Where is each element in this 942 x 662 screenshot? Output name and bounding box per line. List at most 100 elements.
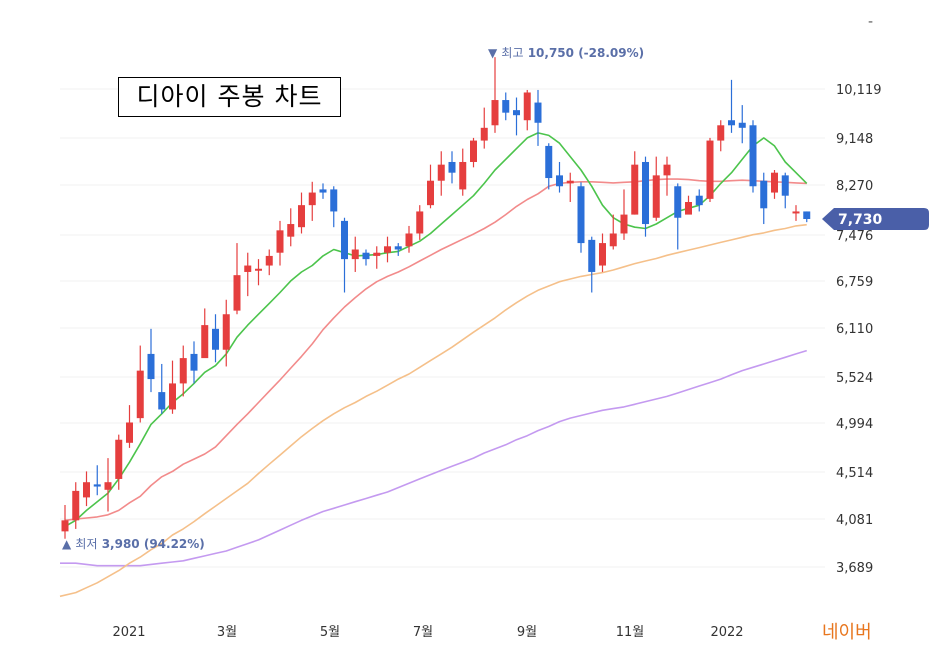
candle-body <box>685 202 692 215</box>
candle <box>158 363 166 414</box>
candle <box>803 211 811 223</box>
candle <box>717 120 725 152</box>
y-axis: 3,689 4,081 4,514 4,994 5,524 6,110 6,759 7,476… <box>836 83 882 576</box>
candle <box>373 246 381 269</box>
candle <box>437 151 445 196</box>
candle <box>72 482 80 529</box>
chart-title: 디아이 주봉 차트 <box>118 77 341 117</box>
low-label: 최저 <box>75 537 97 551</box>
candle <box>620 189 628 240</box>
candle-body <box>642 161 649 225</box>
candle <box>298 192 305 234</box>
candle-body <box>599 243 606 266</box>
candle <box>663 156 671 196</box>
candle-body <box>609 233 617 247</box>
candle-body <box>147 353 155 380</box>
candle-body <box>738 122 746 128</box>
candle-body <box>577 186 585 244</box>
candle-body <box>427 180 434 206</box>
candle-body <box>448 161 456 173</box>
candle <box>760 172 768 225</box>
candle <box>384 236 391 263</box>
candle <box>93 465 101 496</box>
ma-long-line <box>59 223 807 598</box>
candle-body <box>502 100 510 113</box>
x-tick-label: 2022 <box>710 625 743 640</box>
candle <box>695 189 703 212</box>
candle-body <box>760 180 768 209</box>
low-pct: (94.22%) <box>144 537 205 551</box>
candle-body <box>136 370 144 419</box>
candle-body <box>158 392 166 410</box>
current-price-marker: 7,730 <box>822 208 929 231</box>
candle-body <box>523 92 531 121</box>
corner-dash: - <box>868 14 874 30</box>
candle <box>738 105 746 144</box>
candle-body <box>212 328 219 350</box>
candle-body <box>588 239 596 272</box>
candle-body <box>255 268 262 271</box>
x-tick-label: 11월 <box>616 625 645 640</box>
current-price-label: 7,730 <box>838 212 883 228</box>
candle-body <box>351 249 359 260</box>
candle <box>61 504 69 539</box>
candle-body <box>781 175 789 196</box>
candle <box>212 314 219 363</box>
y-tick-label: 7,476 <box>836 229 873 244</box>
candle-body <box>287 224 295 237</box>
candle-body <box>652 175 660 218</box>
candle <box>513 97 520 136</box>
candle-body <box>771 172 778 193</box>
candle <box>674 183 682 250</box>
candle <box>427 164 434 209</box>
candle-body <box>72 490 80 521</box>
ma-longest-line <box>60 349 807 567</box>
x-tick-label: 3월 <box>217 625 237 640</box>
candle <box>222 299 230 367</box>
candle <box>394 243 402 256</box>
candle-body <box>717 125 725 141</box>
candle <box>685 195 692 215</box>
high-value: 10,750 <box>528 46 574 60</box>
candle <box>599 233 606 272</box>
candle <box>556 161 563 193</box>
candle-body <box>126 422 133 443</box>
x-axis: 2021 3월 5월 7월 9월 11월 2022 <box>112 625 743 640</box>
candle <box>405 225 413 253</box>
candle-body <box>513 110 520 116</box>
y-tick-label: 6,759 <box>836 275 873 290</box>
candle <box>115 434 123 490</box>
y-tick-label: 4,081 <box>836 513 873 528</box>
high-marker-label: ▼ 최고 10,750 (-28.09%) <box>488 46 644 60</box>
candle-body <box>663 164 671 176</box>
y-tick-label: 10,119 <box>836 83 882 98</box>
candle-body <box>104 482 112 490</box>
candle-body <box>792 211 800 214</box>
candle-body <box>244 265 252 272</box>
x-tick-label: 5월 <box>320 625 340 640</box>
candle <box>631 151 639 215</box>
candle-body <box>319 189 327 193</box>
candle <box>534 89 542 146</box>
candle <box>179 345 187 397</box>
candle-body <box>384 246 391 253</box>
candle-body <box>556 175 563 187</box>
candle-body <box>545 145 553 179</box>
candle-body <box>437 164 445 181</box>
candle <box>480 107 488 149</box>
candle <box>201 308 209 359</box>
candle <box>104 458 112 512</box>
y-tick-label: 3,689 <box>836 561 873 576</box>
high-label: 최고 <box>501 46 523 60</box>
naver-brand-logo[interactable]: 네이버 <box>822 622 872 643</box>
candle-body <box>115 439 123 479</box>
y-tick-label: 4,994 <box>836 417 873 432</box>
candle-body <box>222 314 230 350</box>
candle <box>652 156 660 221</box>
candle-body <box>179 358 187 384</box>
candle-body <box>169 383 176 410</box>
candle <box>276 220 284 266</box>
candle-body <box>93 484 101 487</box>
candle <box>491 57 499 133</box>
candle-body <box>61 520 69 532</box>
